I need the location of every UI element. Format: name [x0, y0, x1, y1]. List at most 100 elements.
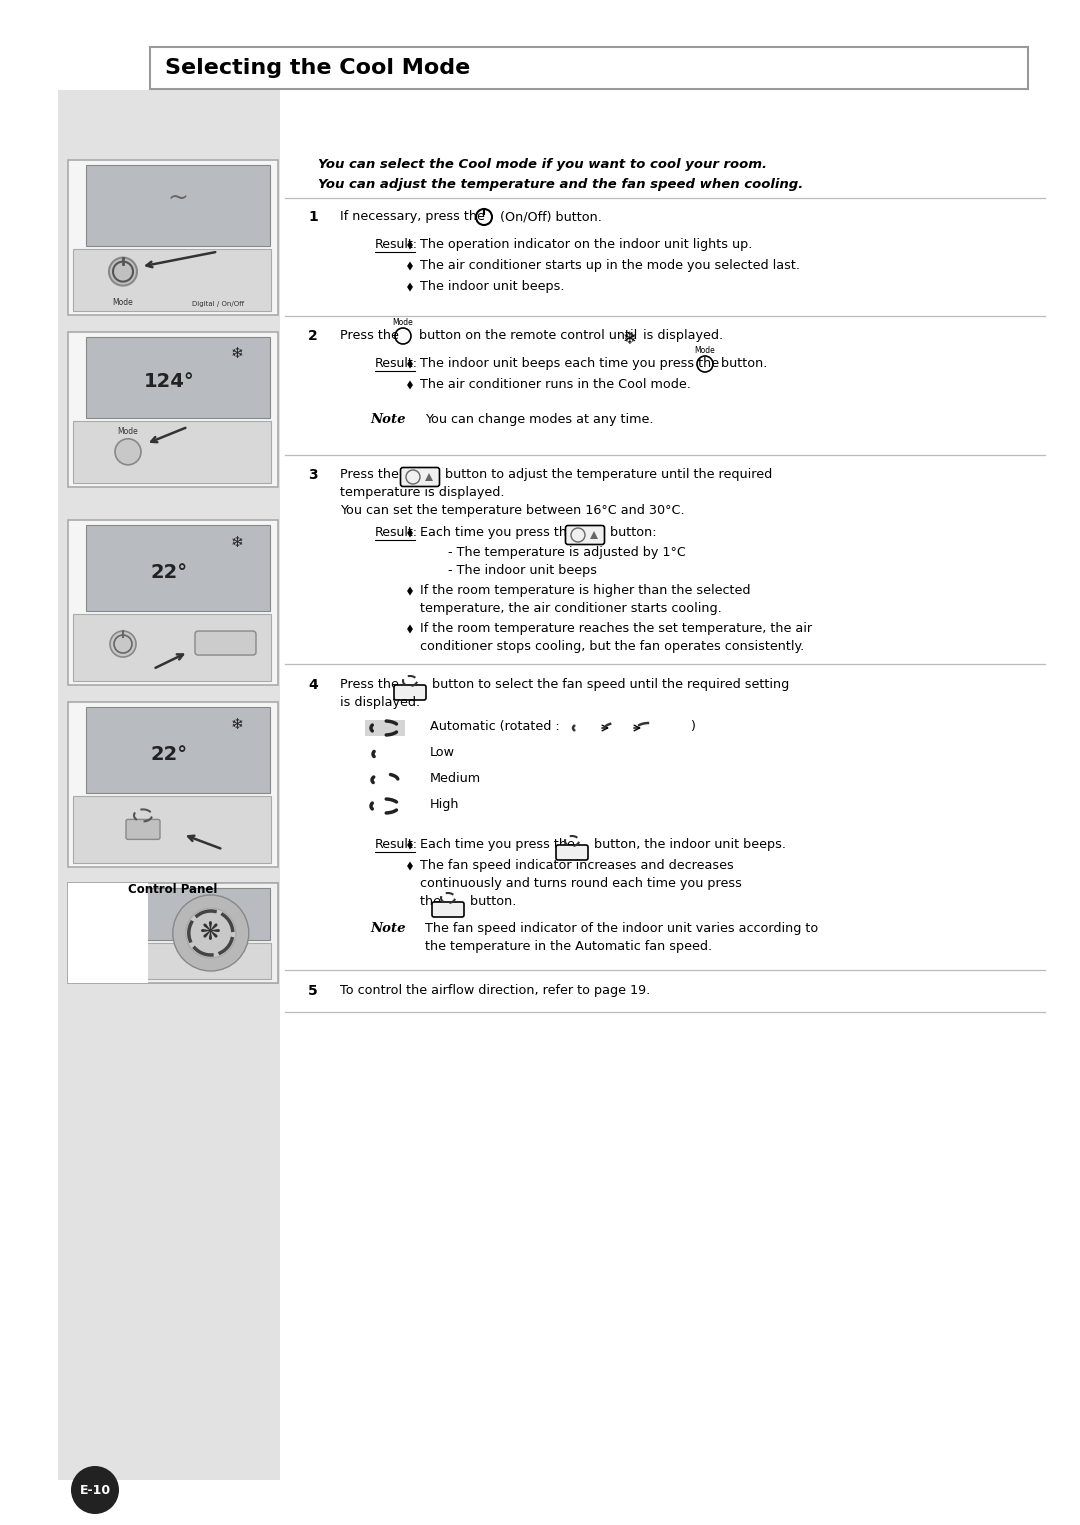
Text: High: High — [430, 798, 459, 811]
Text: 4: 4 — [308, 679, 318, 692]
Bar — [68, 160, 278, 316]
Text: ): ) — [683, 720, 696, 734]
Text: button on the remote control until: button on the remote control until — [415, 329, 642, 342]
Text: ❋: ❋ — [200, 921, 221, 946]
Text: 5: 5 — [308, 984, 318, 997]
Text: 3: 3 — [308, 468, 318, 482]
Text: Automatic (rotated :: Automatic (rotated : — [430, 720, 568, 734]
Polygon shape — [590, 531, 598, 538]
FancyBboxPatch shape — [432, 901, 464, 917]
Text: Mode: Mode — [694, 346, 715, 355]
Text: Press the: Press the — [340, 679, 403, 691]
Text: The fan speed indicator of the indoor unit varies according to: The fan speed indicator of the indoor un… — [426, 923, 819, 935]
Text: ❄: ❄ — [230, 535, 243, 549]
Text: E-10: E-10 — [80, 1484, 110, 1496]
Bar — [86, 888, 270, 939]
Text: Press the: Press the — [340, 468, 403, 480]
Polygon shape — [407, 862, 413, 871]
Text: button.: button. — [717, 357, 768, 371]
Text: temperature is displayed.: temperature is displayed. — [340, 486, 504, 499]
Text: the: the — [420, 895, 445, 907]
Text: You can adjust the temperature and the fan speed when cooling.: You can adjust the temperature and the f… — [318, 178, 804, 191]
Text: button to select the fan speed until the required setting: button to select the fan speed until the… — [428, 679, 789, 691]
Text: continuously and turns round each time you press: continuously and turns round each time y… — [420, 877, 742, 891]
Text: Control Panel: Control Panel — [129, 883, 218, 897]
Text: Note: Note — [370, 413, 405, 425]
Text: The operation indicator on the indoor unit lights up.: The operation indicator on the indoor un… — [420, 238, 753, 252]
Circle shape — [110, 631, 136, 657]
Text: button, the indoor unit beeps.: button, the indoor unit beeps. — [590, 839, 786, 851]
Bar — [68, 702, 278, 868]
Text: 1: 1 — [308, 210, 318, 224]
Polygon shape — [407, 840, 413, 849]
Text: You can set the temperature between 16°C and 30°C.: You can set the temperature between 16°C… — [340, 503, 685, 517]
Circle shape — [186, 907, 235, 958]
Text: To control the airflow direction, refer to page 19.: To control the airflow direction, refer … — [340, 984, 650, 997]
Bar — [150, 47, 1028, 88]
Bar — [73, 613, 271, 682]
Bar — [68, 883, 278, 984]
Text: temperature, the air conditioner starts cooling.: temperature, the air conditioner starts … — [420, 602, 721, 615]
Text: The air conditioner starts up in the mode you selected last.: The air conditioner starts up in the mod… — [420, 259, 800, 271]
Text: the temperature in the Automatic fan speed.: the temperature in the Automatic fan spe… — [426, 939, 712, 953]
Bar — [365, 720, 405, 737]
FancyBboxPatch shape — [566, 526, 605, 544]
Text: - The temperature is adjusted by 1°C: - The temperature is adjusted by 1°C — [448, 546, 686, 560]
Text: Note: Note — [370, 923, 405, 935]
Text: If the room temperature reaches the set temperature, the air: If the room temperature reaches the set … — [420, 622, 812, 634]
Text: The indoor unit beeps.: The indoor unit beeps. — [420, 281, 565, 293]
Bar — [73, 942, 271, 979]
Text: Digital / On/Off: Digital / On/Off — [192, 300, 244, 307]
Text: You can change modes at any time.: You can change modes at any time. — [426, 413, 653, 425]
Text: Mode: Mode — [118, 427, 138, 436]
Polygon shape — [407, 360, 413, 369]
Bar — [86, 525, 270, 612]
Text: button:: button: — [606, 526, 657, 538]
Text: button to adjust the temperature until the required: button to adjust the temperature until t… — [441, 468, 772, 480]
Text: Selecting the Cool Mode: Selecting the Cool Mode — [165, 58, 470, 78]
Text: 22°: 22° — [150, 563, 187, 581]
Text: If the room temperature is higher than the selected: If the room temperature is higher than t… — [420, 584, 751, 596]
FancyBboxPatch shape — [394, 685, 426, 700]
Text: Press the: Press the — [340, 329, 403, 342]
Text: ❄: ❄ — [230, 717, 243, 732]
Text: You can select the Cool mode if you want to cool your room.: You can select the Cool mode if you want… — [318, 159, 767, 171]
Bar — [73, 421, 271, 483]
Bar — [68, 332, 278, 486]
Polygon shape — [426, 473, 433, 480]
FancyBboxPatch shape — [126, 819, 160, 839]
Polygon shape — [407, 529, 413, 537]
Text: - The indoor unit beeps: - The indoor unit beeps — [448, 564, 597, 576]
Text: button.: button. — [465, 895, 516, 907]
Text: ❄: ❄ — [230, 346, 243, 360]
Text: conditioner stops cooling, but the fan operates consistently.: conditioner stops cooling, but the fan o… — [420, 640, 805, 653]
Bar — [68, 883, 278, 984]
Circle shape — [173, 895, 248, 971]
Text: is displayed.: is displayed. — [340, 695, 420, 709]
Text: The fan speed indicator increases and decreases: The fan speed indicator increases and de… — [420, 859, 733, 872]
Text: Low: Low — [430, 746, 455, 759]
Bar — [86, 708, 270, 793]
Text: Medium: Medium — [430, 772, 481, 785]
Text: Result:: Result: — [375, 526, 418, 538]
Text: Each time you press the: Each time you press the — [420, 526, 579, 538]
Text: The indoor unit beeps each time you press the: The indoor unit beeps each time you pres… — [420, 357, 724, 371]
Text: If necessary, press the: If necessary, press the — [340, 210, 489, 223]
Circle shape — [109, 258, 137, 285]
Text: is displayed.: is displayed. — [639, 329, 724, 342]
Bar — [68, 883, 148, 984]
Text: ~: ~ — [167, 185, 188, 209]
Text: Result:: Result: — [375, 238, 418, 252]
Bar — [73, 249, 271, 311]
FancyBboxPatch shape — [556, 845, 588, 860]
Text: 22°: 22° — [150, 744, 187, 764]
Polygon shape — [407, 587, 413, 595]
Polygon shape — [407, 241, 413, 250]
Bar — [68, 520, 278, 685]
Text: Result:: Result: — [375, 839, 418, 851]
Text: 2: 2 — [308, 329, 318, 343]
Bar — [86, 165, 270, 246]
Bar — [73, 796, 271, 863]
Bar — [86, 337, 270, 418]
Polygon shape — [407, 282, 413, 291]
